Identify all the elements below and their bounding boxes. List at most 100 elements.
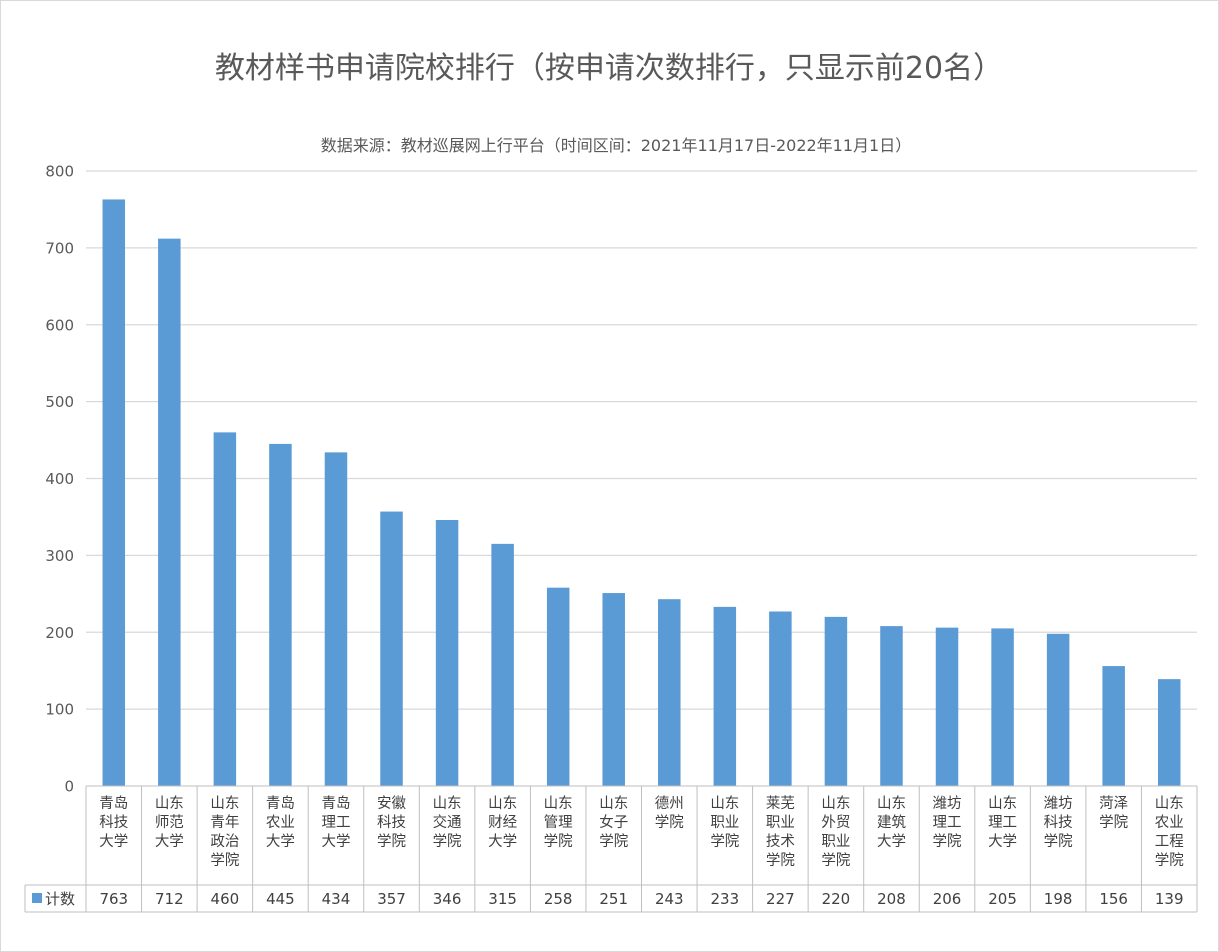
bar-15 (880, 626, 903, 786)
y-tick-label: 0 (64, 778, 74, 796)
bar-12 (713, 606, 737, 786)
category-label: 学院 (1155, 852, 1184, 869)
category-label: 理工 (988, 815, 1017, 831)
category-label: 青年 (210, 814, 239, 831)
chart-title: 教材样书申请院校排行（按申请次数排行，只显示前20名） (215, 51, 1003, 86)
category-label: 政治 (210, 833, 239, 850)
bar-14 (824, 616, 848, 786)
category-label: 安徽 (377, 795, 406, 812)
category-label: 大学 (99, 833, 128, 850)
category-label: 学院 (821, 852, 850, 869)
category-label: 女子 (599, 813, 628, 831)
category-label: 学院 (377, 833, 406, 850)
bar-9 (546, 587, 570, 786)
bar-16 (935, 627, 959, 786)
category-label: 潍坊 (1044, 795, 1073, 812)
category-label: 山东 (710, 795, 739, 812)
category-label: 山东 (210, 795, 239, 812)
category-label: 职业 (710, 814, 739, 831)
category-label: 山东 (877, 795, 906, 812)
category-label: 科技 (1044, 814, 1073, 831)
y-tick-label: 700 (45, 239, 74, 257)
category-label: 大学 (266, 833, 295, 850)
y-tick-label: 600 (45, 316, 74, 334)
data-label: 763 (99, 890, 128, 908)
category-label: 外贸 (821, 814, 850, 831)
category-label: 学院 (210, 852, 239, 869)
category-label: 山东 (433, 795, 462, 812)
category-label: 大学 (155, 833, 184, 850)
data-label: 208 (877, 890, 906, 908)
category-label: 师范 (155, 814, 184, 831)
category-label: 山东 (821, 795, 850, 812)
data-label: 220 (822, 890, 851, 908)
category-label: 职业 (821, 833, 850, 850)
data-label: 357 (377, 890, 406, 908)
category-label: 工程 (1155, 833, 1184, 850)
data-label: 346 (433, 890, 462, 908)
category-label: 青岛 (99, 795, 128, 812)
data-label: 243 (655, 890, 684, 908)
bar-5 (324, 452, 348, 786)
y-tick-label: 100 (45, 701, 74, 719)
category-label: 学院 (1099, 814, 1128, 831)
category-label: 学院 (599, 833, 628, 850)
data-label: 251 (599, 890, 628, 908)
category-label: 山东 (155, 795, 184, 812)
category-label: 潍坊 (933, 795, 962, 812)
category-label: 建筑 (877, 814, 906, 831)
bar-18 (1046, 633, 1070, 786)
data-label: 156 (1099, 890, 1128, 908)
category-label: 大学 (321, 833, 350, 850)
category-label: 学院 (544, 833, 573, 850)
bar-8 (491, 543, 514, 786)
data-label: 233 (711, 890, 740, 908)
category-label: 学院 (766, 852, 795, 869)
category-label: 农业 (1155, 814, 1184, 831)
category-label: 大学 (988, 833, 1017, 850)
data-label: 227 (766, 890, 795, 908)
data-label: 712 (155, 890, 184, 908)
category-label: 学院 (933, 833, 962, 850)
y-tick-label: 200 (45, 624, 74, 642)
bars (102, 199, 1181, 787)
y-tick-label: 400 (45, 470, 74, 488)
category-label: 大学 (877, 833, 906, 850)
y-tick-label: 300 (45, 547, 74, 565)
category-label: 农业 (266, 814, 295, 831)
category-label: 山东 (488, 795, 517, 812)
data-label: 198 (1044, 890, 1073, 908)
y-tick-label: 500 (45, 393, 74, 411)
category-label: 德州 (655, 795, 684, 812)
category-label: 科技 (99, 814, 128, 831)
category-label: 学院 (655, 814, 684, 831)
data-label: 205 (988, 890, 1017, 908)
bar-3 (213, 432, 237, 786)
category-label: 学院 (710, 833, 739, 850)
data-label: 206 (933, 890, 962, 908)
bar-20 (1157, 679, 1181, 786)
category-label: 青岛 (321, 795, 350, 812)
data-label: 445 (266, 890, 295, 908)
category-label: 交通 (433, 813, 462, 831)
bar-19 (1102, 666, 1125, 786)
data-table: 青岛科技大学山东师范大学山东青年政治学院青岛农业大学青岛理工大学安徽科技学院山东… (24, 785, 1198, 913)
category-label: 山东 (544, 795, 573, 812)
legend-series-name: 计数 (45, 890, 75, 908)
bar-11 (658, 599, 681, 786)
data-label: 315 (488, 890, 517, 908)
bar-1 (102, 199, 126, 787)
bar-2 (158, 238, 181, 786)
category-label: 大学 (488, 833, 517, 850)
bar-17 (991, 628, 1014, 786)
bar-6 (380, 511, 403, 786)
data-label: 434 (322, 890, 351, 908)
chart-subtitle: 数据来源：教材巡展网上行平台（时间区间：2021年11月17日-2022年11月… (321, 136, 911, 155)
bar-4 (269, 443, 292, 786)
category-label: 学院 (1044, 833, 1073, 850)
category-label: 菏泽 (1099, 795, 1128, 812)
y-tick-label: 800 (45, 163, 74, 181)
